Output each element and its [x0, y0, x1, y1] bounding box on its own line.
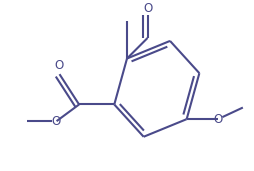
Text: O: O	[51, 115, 60, 128]
Text: O: O	[54, 59, 63, 72]
Text: O: O	[143, 3, 152, 16]
Text: O: O	[213, 113, 223, 126]
